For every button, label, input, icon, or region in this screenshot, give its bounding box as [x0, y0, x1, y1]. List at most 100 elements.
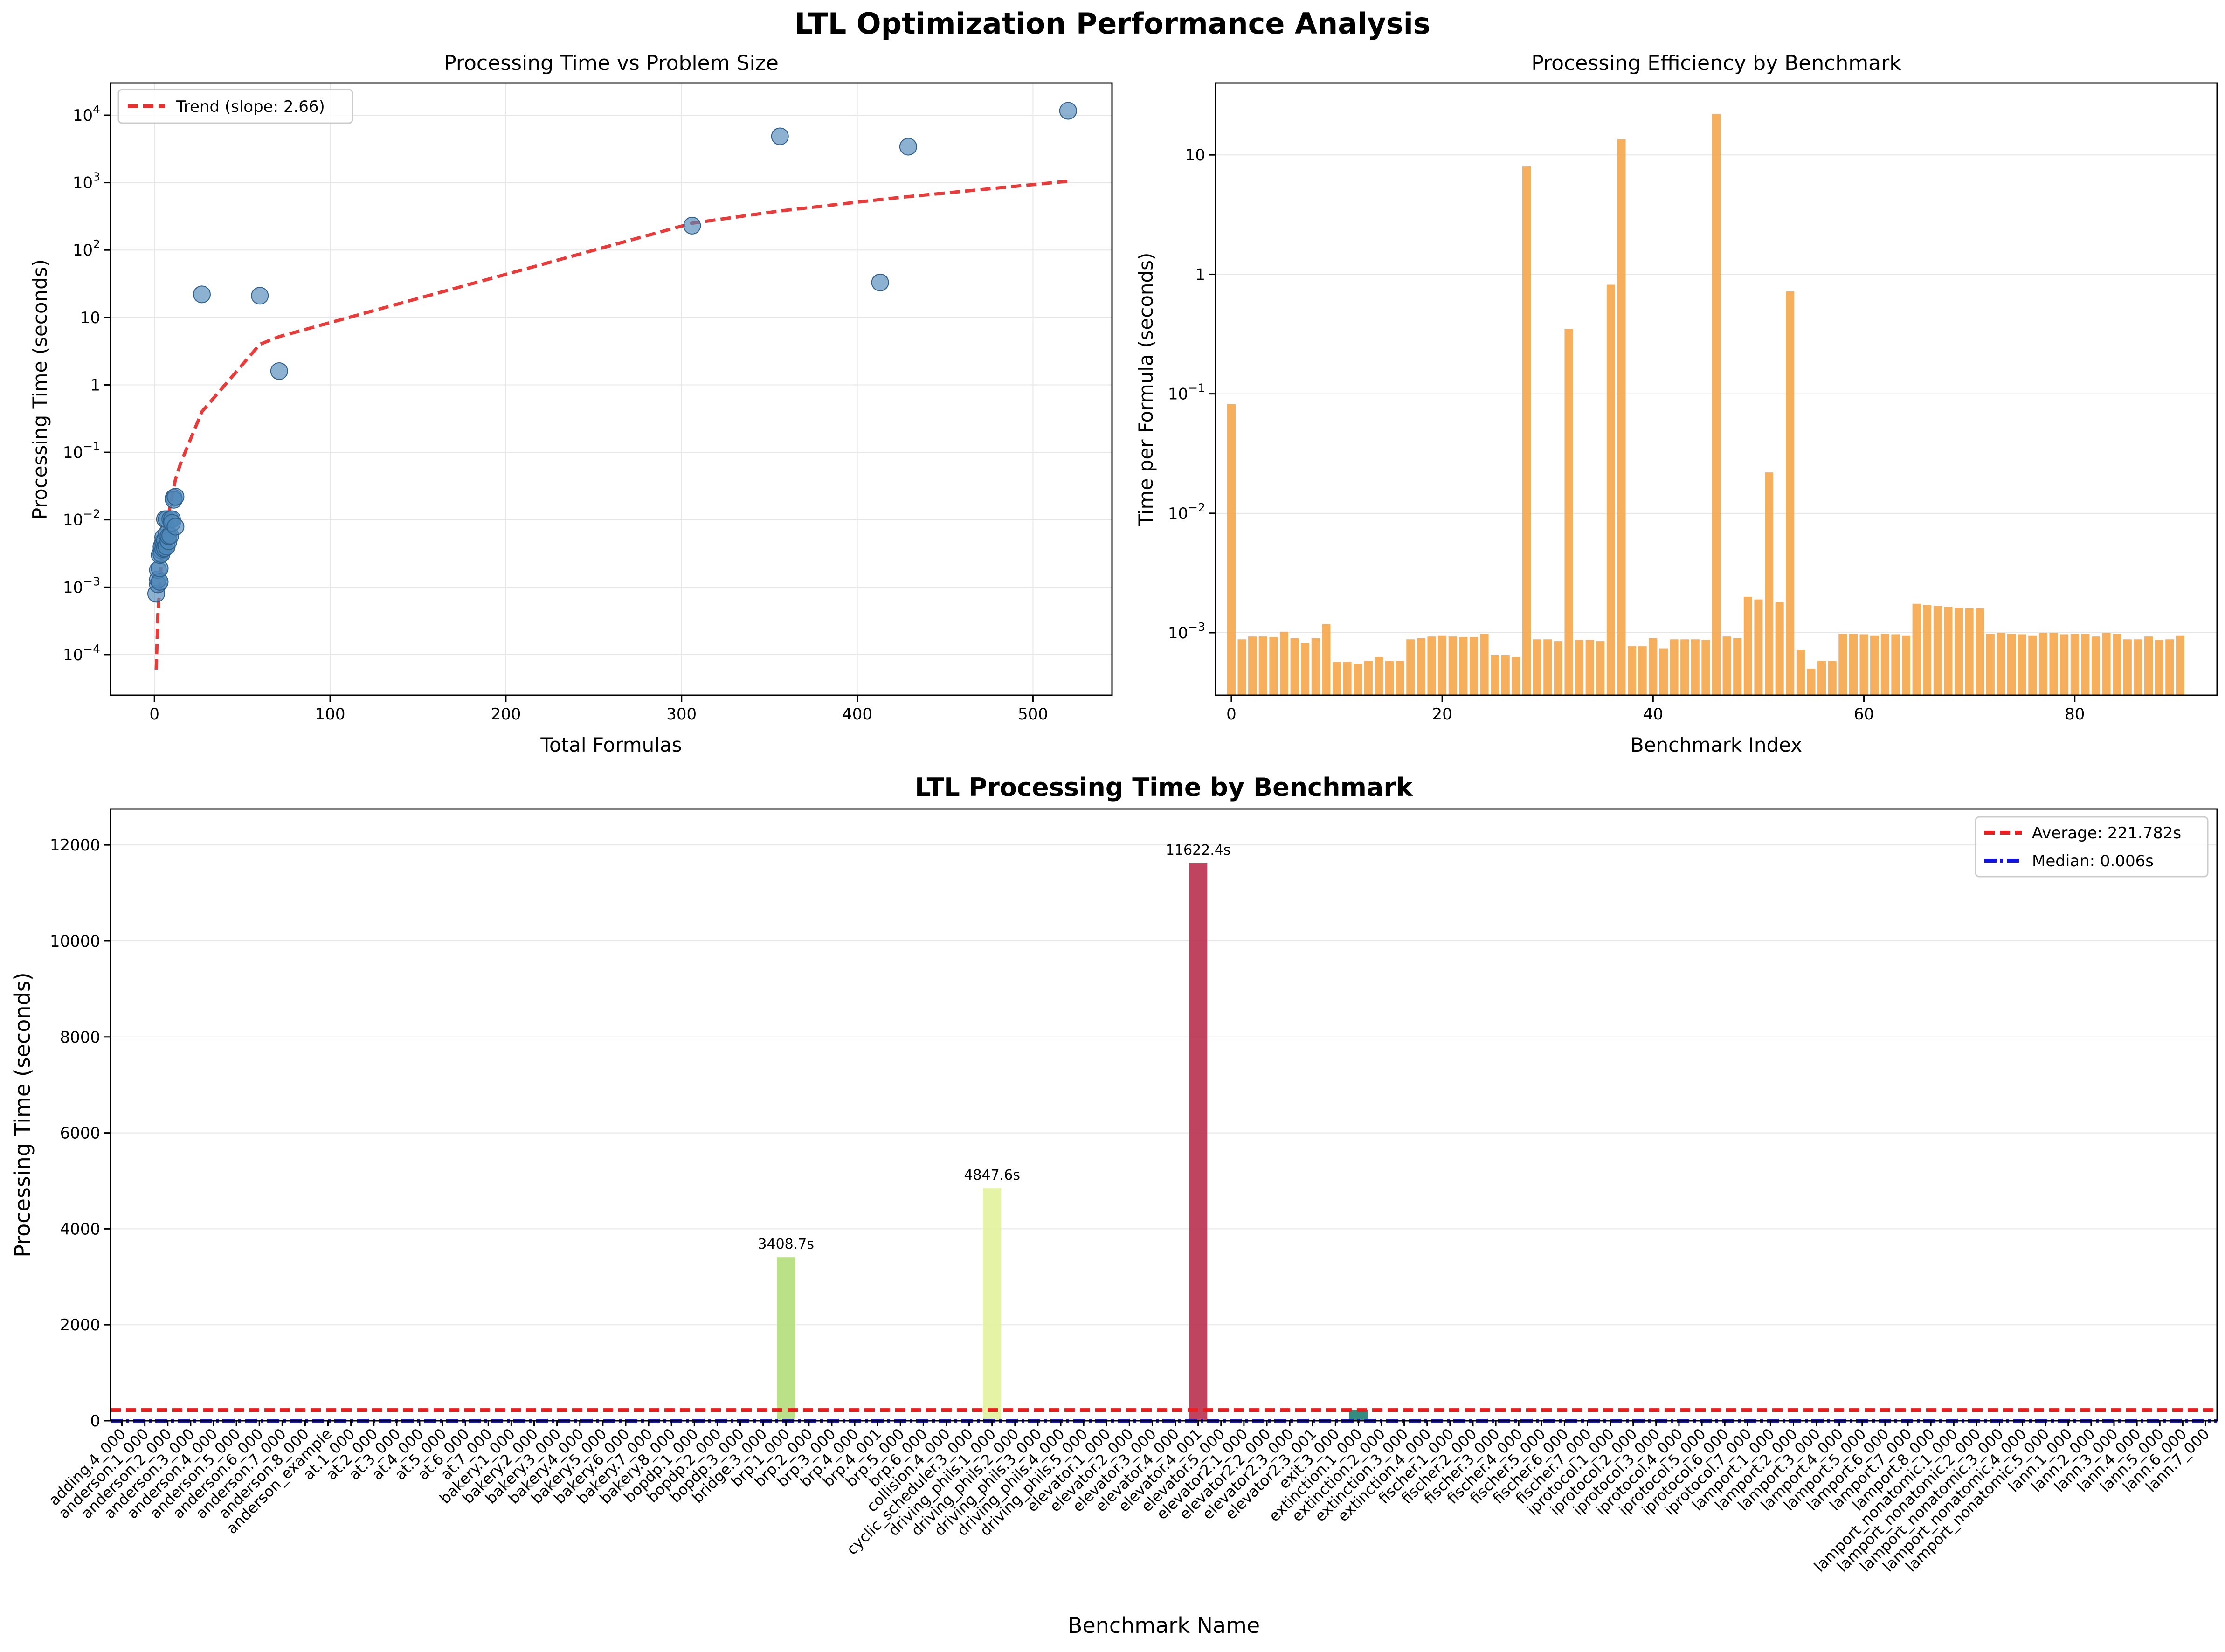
efficiency-x-tick-label: 80	[2065, 705, 2085, 724]
efficiency-bar	[1901, 635, 1911, 695]
processing-y-tick-label: 6000	[60, 1124, 100, 1143]
efficiency-bar	[1533, 639, 1541, 695]
efficiency-bar	[1765, 472, 1774, 695]
efficiency-bar	[1596, 641, 1605, 695]
efficiency-bar	[1522, 166, 1531, 696]
efficiency-bar	[2176, 635, 2184, 695]
processing-frame	[110, 808, 2218, 1422]
processing-data-label: 3408.7s	[758, 1236, 814, 1252]
scatter-x-axis-label: Total Formulas	[540, 733, 682, 756]
efficiency-bar	[1554, 641, 1562, 695]
efficiency-bar	[1722, 636, 1731, 695]
efficiency-bar	[1743, 596, 1752, 695]
efficiency-bar	[1332, 662, 1341, 695]
efficiency-y-tick-label: 10−1	[1168, 381, 1205, 404]
scatter-y-tick-label: 103	[73, 170, 100, 193]
processing-legend: Average: 221.782s Median: 0.006s	[1975, 816, 2209, 878]
efficiency-y-ticks: 10−3 10−2 10−1 1 10	[1168, 146, 1216, 643]
efficiency-bar	[1754, 599, 1763, 695]
processing-y-tick-label: 2000	[60, 1316, 100, 1334]
efficiency-bar	[1322, 624, 1331, 695]
processing-bar	[983, 1188, 1002, 1421]
efficiency-bar	[1279, 631, 1289, 695]
processing-bar	[1189, 863, 1208, 1421]
efficiency-bar	[1564, 329, 1573, 695]
efficiency-bar	[1290, 638, 1299, 695]
efficiency-bar	[2038, 633, 2047, 695]
efficiency-y-axis-label: Time per Formula (seconds)	[1134, 253, 1157, 527]
efficiency-bar	[1606, 284, 1615, 695]
efficiency-bar	[1670, 639, 1679, 695]
scatter-y-tick-label: 10−2	[63, 507, 100, 530]
scatter-y-tick-label: 10	[80, 309, 100, 327]
efficiency-bar	[1659, 648, 1668, 695]
efficiency-bar	[1838, 634, 1847, 695]
efficiency-x-tick-label: 60	[1854, 705, 1874, 724]
efficiency-bar	[1269, 637, 1278, 695]
scatter-x-tick-label: 300	[666, 705, 697, 724]
efficiency-bar	[1354, 664, 1362, 695]
efficiency-bar	[2091, 636, 2101, 695]
scatter-x-tick-label: 500	[1018, 705, 1048, 724]
efficiency-bar	[1786, 291, 1795, 695]
efficiency-bar	[1501, 655, 1510, 695]
efficiency-bar	[1237, 639, 1246, 695]
efficiency-bar	[1469, 637, 1479, 695]
trend-line-path	[154, 180, 1069, 670]
efficiency-bar	[2102, 633, 2111, 695]
efficiency-bar	[1807, 669, 1816, 695]
efficiency-bar	[1248, 636, 1257, 695]
efficiency-bar	[1976, 608, 1984, 695]
efficiency-bar	[1944, 607, 1953, 695]
processing-legend-box	[1975, 816, 2209, 878]
efficiency-bar	[1427, 636, 1436, 695]
scatter-points	[147, 102, 1077, 603]
scatter-legend-box	[117, 89, 353, 124]
efficiency-bar	[1258, 636, 1267, 695]
efficiency-bar	[1448, 636, 1457, 695]
efficiency-y-tick-label: 10−2	[1168, 501, 1205, 523]
processing-x-axis-label: Benchmark Name	[1068, 1613, 1260, 1638]
processing-y-tick-label: 4000	[60, 1220, 100, 1238]
efficiency-bar	[1375, 657, 1383, 695]
efficiency-bar	[1859, 634, 1868, 695]
scatter-x-tick-label: 200	[491, 705, 521, 724]
efficiency-bar	[2070, 634, 2079, 695]
processing-y-tick-label: 0	[90, 1412, 100, 1431]
efficiency-bar	[1543, 639, 1552, 695]
scatter-title: Processing Time vs Problem Size	[444, 51, 779, 75]
processing-data-label: 11622.4s	[1166, 842, 1231, 858]
efficiency-bar	[1933, 606, 1942, 695]
figure-title: LTL Optimization Performance Analysis	[795, 7, 1430, 41]
efficiency-bar	[2155, 640, 2163, 695]
processing-bars	[112, 863, 1368, 1421]
scatter-x-tick-label: 0	[149, 705, 159, 724]
legend-label-average: Average: 221.782s	[2032, 824, 2181, 843]
efficiency-frame	[1215, 82, 2218, 696]
scatter-point	[193, 285, 211, 304]
scatter-x-tick-label: 400	[842, 705, 872, 724]
efficiency-bar	[1701, 640, 1710, 695]
efficiency-bar	[1691, 639, 1700, 695]
processing-y-tick-label: 8000	[60, 1028, 100, 1047]
efficiency-bar	[2049, 633, 2058, 695]
efficiency-bar	[2144, 636, 2153, 695]
processing-y-axis-label: Processing Time (seconds)	[10, 972, 35, 1257]
efficiency-bar	[2081, 634, 2090, 695]
processing-data-labels: 3408.7s 4847.6s 11622.4s	[758, 842, 1230, 1252]
scatter-y-ticks: 10−4 10−3 10−2 10−1 1 10 102 103 104	[63, 103, 111, 664]
efficiency-bar	[1817, 661, 1826, 695]
scatter-x-ticks: 0 100 200 300 400 500	[149, 695, 1048, 724]
scatter-x-tick-label: 100	[315, 705, 345, 724]
efficiency-x-ticks: 0 20 40 60 80	[1226, 695, 2085, 724]
efficiency-bar	[1617, 139, 1626, 695]
efficiency-bar	[1406, 639, 1415, 695]
efficiency-y-tick-label: 1	[1195, 265, 1205, 284]
legend-label-median: Median: 0.006s	[2032, 852, 2154, 871]
processing-y-tick-label: 12000	[50, 836, 100, 855]
efficiency-bar	[1923, 605, 1932, 695]
efficiency-bar	[2018, 634, 2026, 695]
efficiency-bar	[1385, 661, 1394, 695]
efficiency-bar	[1480, 634, 1489, 695]
